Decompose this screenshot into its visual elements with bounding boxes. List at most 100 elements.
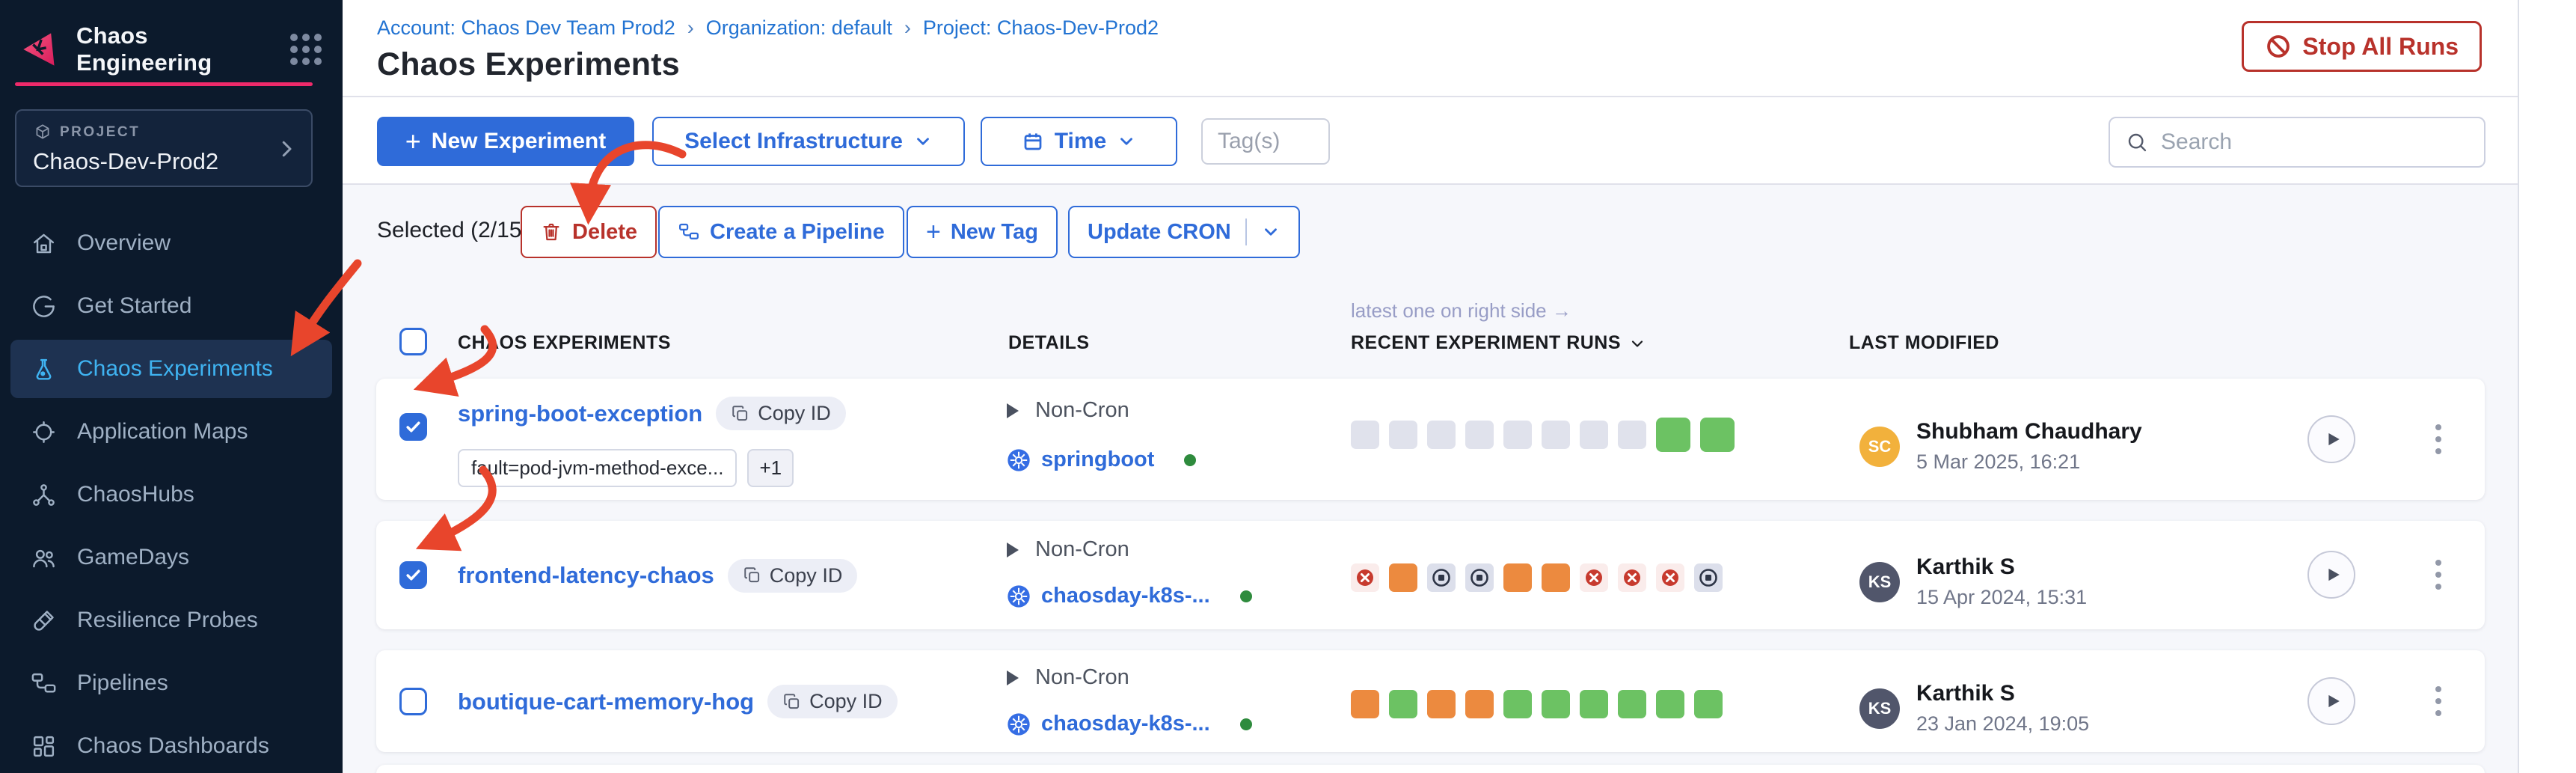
run-tile-passed[interactable] (1656, 690, 1684, 718)
infrastructure-link[interactable]: chaosday-k8s-... (1041, 712, 1210, 736)
run-tile-stopped[interactable] (1694, 563, 1723, 592)
time-filter-dropdown[interactable]: Time (981, 117, 1177, 166)
experiment-name-link[interactable]: frontend-latency-chaos (458, 562, 714, 588)
run-experiment-button[interactable] (2307, 677, 2355, 725)
button-divider (1245, 219, 1247, 245)
sidebar-item-resilience-probes[interactable]: Resilience Probes (0, 589, 343, 652)
run-tile-passed[interactable] (1542, 690, 1570, 718)
run-tile-stopped[interactable] (1427, 563, 1456, 592)
run-tile-passed[interactable] (1503, 690, 1532, 718)
probe-icon (34, 610, 54, 631)
run-tile-running[interactable] (1503, 563, 1532, 592)
run-tile-passed[interactable] (1389, 690, 1417, 718)
copy-icon (744, 567, 759, 583)
experiment-name-link[interactable]: boutique-cart-memory-hog (458, 688, 755, 715)
row-menu-button[interactable] (2423, 551, 2453, 599)
select-infrastructure-dropdown[interactable]: Select Infrastructure (652, 117, 965, 166)
row-checkbox[interactable] (399, 561, 427, 589)
cron-toggle[interactable]: Non-Cron (1007, 665, 1129, 690)
copy-id-button[interactable]: Copy ID (727, 558, 858, 593)
row-menu-button[interactable] (2423, 415, 2453, 463)
sidebar-item-chaoshubs[interactable]: ChaosHubs (0, 463, 343, 526)
run-tile-running[interactable] (1351, 690, 1379, 718)
run-tile-failed[interactable] (1656, 563, 1684, 592)
module-grid-icon[interactable] (290, 34, 322, 65)
create-pipeline-button[interactable]: Create a Pipeline (658, 206, 904, 258)
sidebar-item-label: Get Started (77, 293, 192, 318)
home-icon (33, 233, 55, 253)
page-header: Account: Chaos Dev Team Prod2 › Organizati… (343, 0, 2518, 97)
breadcrumb-link[interactable]: Account: Chaos Dev Team Prod2 (377, 16, 675, 39)
run-tile-passed[interactable] (1700, 418, 1735, 452)
experiment-row: frontend-latency-chaos Copy ID Non-Cron … (376, 521, 2485, 629)
delete-button[interactable]: Delete (521, 206, 657, 258)
run-tile-failed[interactable] (1351, 563, 1379, 592)
update-cron-button[interactable]: Update CRON (1068, 206, 1300, 258)
infrastructure-link[interactable]: springboot (1041, 447, 1155, 471)
breadcrumb-separator: › (904, 16, 911, 39)
expand-triangle-icon (1007, 542, 1019, 557)
copy-id-button[interactable]: Copy ID (767, 685, 898, 718)
breadcrumb-link[interactable]: Project: Chaos-Dev-Prod2 (922, 16, 1159, 39)
run-tile-empty[interactable] (1618, 421, 1646, 449)
sidebar-item-get-started[interactable]: Get Started (0, 275, 343, 337)
infrastructure-row: chaosday-k8s-... (1007, 584, 1252, 608)
run-tile-empty[interactable] (1389, 421, 1417, 449)
run-tile-running[interactable] (1542, 563, 1570, 592)
run-tile-passed[interactable] (1580, 690, 1608, 718)
delete-label: Delete (572, 219, 638, 244)
search-input[interactable] (2161, 129, 2469, 155)
run-experiment-button[interactable] (2307, 551, 2355, 599)
project-selector[interactable]: PROJECT Chaos-Dev-Prod2 (15, 109, 313, 187)
experiment-name-link[interactable]: spring-boot-exception (458, 400, 703, 427)
project-label-row: PROJECT (33, 123, 295, 142)
run-tile-failed[interactable] (1618, 563, 1646, 592)
run-tile-running[interactable] (1427, 690, 1456, 718)
sidebar-item-chaos-dashboards[interactable]: Chaos Dashboards (0, 715, 343, 773)
sidebar-item-pipelines[interactable]: Pipelines (0, 652, 343, 715)
run-tile-stopped[interactable] (1465, 563, 1494, 592)
run-tile-empty[interactable] (1351, 421, 1379, 449)
run-experiment-button[interactable] (2307, 415, 2355, 463)
select-infrastructure-label: Select Infrastructure (684, 129, 903, 153)
new-tag-button[interactable]: + New Tag (907, 206, 1058, 258)
infrastructure-link[interactable]: chaosday-k8s-... (1041, 584, 1210, 608)
row-checkbox[interactable] (399, 413, 427, 441)
run-tile-empty[interactable] (1542, 421, 1570, 449)
col-header-experiments: CHAOS EXPERIMENTS (458, 332, 671, 353)
run-tile-passed[interactable] (1618, 690, 1646, 718)
avatar: KS (1859, 688, 1900, 729)
run-tile-empty[interactable] (1427, 421, 1456, 449)
stop-all-runs-button[interactable]: Stop All Runs (2242, 21, 2482, 72)
copy-id-button[interactable]: Copy ID (716, 397, 846, 430)
run-tile-passed[interactable] (1694, 690, 1723, 718)
select-all-checkbox[interactable] (399, 328, 427, 355)
col-header-recent-runs[interactable]: RECENT EXPERIMENT RUNS (1351, 332, 1646, 354)
sidebar-item-gamedays[interactable]: GameDays (0, 526, 343, 589)
run-tile-passed[interactable] (1656, 418, 1690, 452)
run-tile-empty[interactable] (1465, 421, 1494, 449)
chevron-right-icon (282, 141, 292, 157)
sidebar-item-application-maps[interactable]: Application Maps (0, 400, 343, 463)
infra-status-dot (1184, 453, 1197, 466)
cron-toggle[interactable]: Non-Cron (1007, 537, 1129, 562)
tag-more-pill[interactable]: +1 (747, 449, 794, 487)
search-box (2109, 117, 2485, 168)
sidebar-item-chaos-experiments[interactable]: Chaos Experiments (0, 337, 343, 400)
cron-toggle[interactable]: Non-Cron (1007, 398, 1129, 423)
run-tile-running[interactable] (1389, 563, 1417, 592)
infrastructure-row: springboot (1007, 447, 1197, 472)
row-checkbox[interactable] (399, 688, 427, 715)
run-tile-empty[interactable] (1503, 421, 1532, 449)
last-modified: SC Shubham Chaudhary 5 Mar 2025, 16:21 (1859, 419, 2142, 474)
new-experiment-button[interactable]: + New Experiment (377, 117, 634, 166)
chevron-down-icon (1264, 228, 1277, 236)
crosshair-icon (33, 421, 55, 443)
row-menu-button[interactable] (2423, 677, 2453, 725)
tags-filter-input[interactable] (1201, 118, 1330, 165)
breadcrumb-link[interactable]: Organization: default (705, 16, 892, 39)
run-tile-running[interactable] (1465, 690, 1494, 718)
run-tile-empty[interactable] (1580, 421, 1608, 449)
sidebar-item-overview[interactable]: Overview (0, 212, 343, 275)
run-tile-failed[interactable] (1580, 563, 1608, 592)
